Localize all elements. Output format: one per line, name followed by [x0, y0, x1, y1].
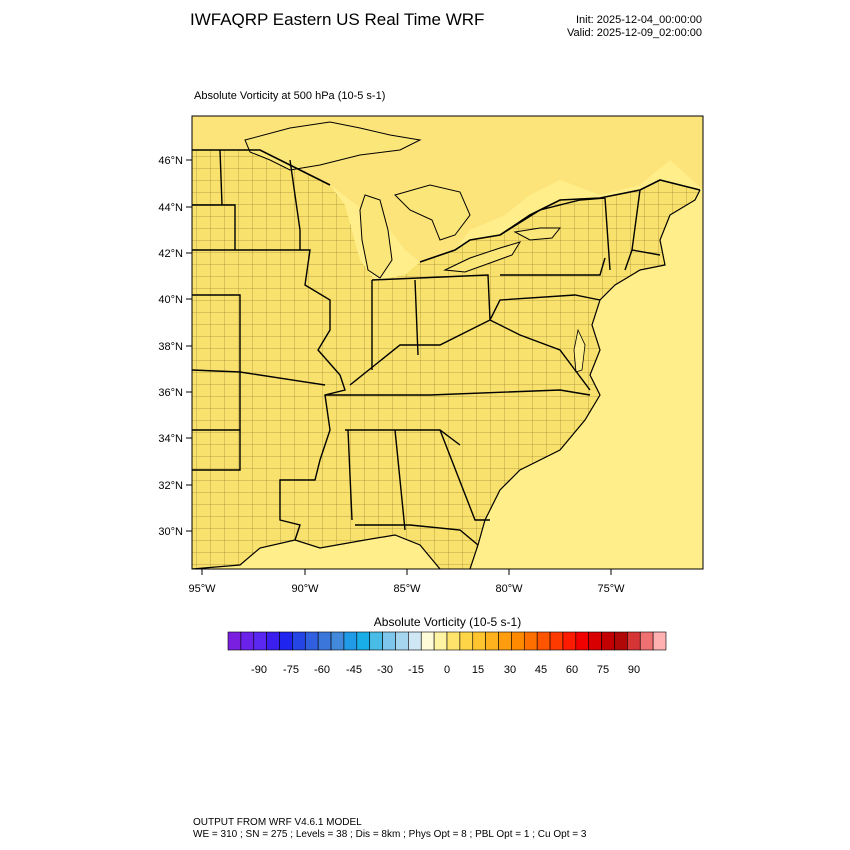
footer-line-1: OUTPUT FROM WRF V4.6.1 MODEL: [193, 817, 362, 828]
colorbar-swatch: [562, 631, 577, 651]
colorbar-label: -60: [314, 664, 330, 676]
colorbar-label: 75: [597, 664, 609, 676]
colorbar-swatch: [395, 631, 409, 651]
colorbar-label: -75: [283, 664, 299, 676]
colorbar-swatch: [304, 631, 319, 651]
colorbar-swatch: [356, 631, 371, 651]
colorbar-swatch: [408, 631, 422, 651]
colorbar-swatch: [498, 631, 512, 651]
colorbar-label: 45: [535, 664, 547, 676]
coastline: [192, 189, 701, 569]
lon-label: 90°W: [291, 583, 319, 595]
lake-michigan: [359, 194, 393, 279]
init-time: Init: 2025-12-04_00:00:00: [576, 14, 702, 26]
colorbar-swatch: [240, 631, 255, 651]
field-label: Absolute Vorticity at 500 hPa (10-5 s-1): [194, 90, 386, 102]
lake-huron: [394, 184, 471, 241]
lat-label: 42°N: [158, 248, 183, 260]
colorbar-swatch: [279, 631, 293, 651]
lat-label: 30°N: [158, 526, 183, 538]
chesapeake-bay: [573, 328, 586, 373]
lat-label: 32°N: [158, 480, 183, 492]
model-footer: OUTPUT FROM WRF V4.6.1 MODEL WE = 310 ; …: [193, 817, 586, 841]
colorbar-swatch: [317, 631, 332, 651]
init-valid-times: Init: 2025-12-04_00:00:00 Valid: 2025-12…: [567, 14, 702, 40]
lon-ticks: [201, 569, 612, 575]
colorbar-swatch: [343, 631, 358, 651]
lat-label: 38°N: [158, 341, 183, 353]
state-borders: [192, 149, 661, 546]
colorbar: [227, 631, 667, 651]
colorbar-label: 0: [444, 664, 450, 676]
colorbar-label: 90: [628, 664, 640, 676]
colorbar-swatch: [639, 631, 654, 651]
colorbar-swatch: [549, 631, 564, 651]
page-title: IWFAQRP Eastern US Real Time WRF: [190, 10, 485, 29]
colorbar-swatch: [614, 631, 628, 651]
colorbar-swatch: [472, 631, 486, 651]
lat-label: 36°N: [158, 387, 183, 399]
colorbar-swatch: [523, 631, 538, 651]
valid-time: Valid: 2025-12-09_02:00:00: [567, 27, 702, 39]
colorbar-label: 30: [504, 664, 516, 676]
colorbar-swatch: [575, 631, 590, 651]
lon-label: 95°W: [188, 583, 216, 595]
colorbar-title: Absolute Vorticity (10-5 s-1): [373, 615, 522, 629]
colorbar-label: -45: [346, 664, 362, 676]
colorbar-swatch: [485, 631, 499, 651]
colorbar-swatch: [369, 631, 383, 651]
lon-label: 80°W: [495, 583, 523, 595]
colorbar-swatch: [330, 631, 345, 651]
colorbar-swatch: [420, 631, 435, 651]
country-border: [192, 149, 701, 263]
lat-label: 44°N: [158, 202, 183, 214]
lat-label: 40°N: [158, 294, 183, 306]
colorbar-label: -30: [377, 664, 393, 676]
colorbar-label: -90: [251, 664, 267, 676]
colorbar-swatch: [266, 631, 280, 651]
colorbar-label: 60: [566, 664, 578, 676]
colorbar-swatch: [459, 631, 474, 651]
lake-ontario: [513, 227, 562, 241]
colorbar-label: 15: [472, 664, 484, 676]
colorbar-swatch: [601, 631, 615, 651]
map-frame: [191, 115, 704, 570]
colorbar-label: -15: [408, 664, 424, 676]
colorbar-swatch: [253, 631, 267, 651]
colorbar-swatch: [588, 631, 602, 651]
colorbar-swatch: [382, 631, 396, 651]
lat-label: 46°N: [158, 155, 183, 167]
colorbar-swatch: [292, 631, 306, 651]
lat-label: 34°N: [158, 433, 183, 445]
lon-labels: 95°W 90°W 85°W 80°W 75°W: [188, 583, 625, 595]
lon-label: 75°W: [597, 583, 625, 595]
colorbar-swatch: [227, 631, 242, 651]
lake-erie: [443, 241, 522, 273]
colorbar-labels: -90 -75 -60 -45 -30 -15 0 15 30 45 60 75…: [251, 664, 640, 676]
footer-line-2: WE = 310 ; SN = 275 ; Levels = 38 ; Dis …: [193, 829, 587, 840]
colorbar-swatch: [536, 631, 551, 651]
lat-ticks: [186, 159, 192, 532]
colorbar-swatch: [652, 631, 667, 651]
map-area: [192, 116, 703, 569]
colorbar-swatch: [446, 631, 461, 651]
lake-superior: [244, 121, 422, 171]
colorbar-swatch: [627, 631, 641, 651]
colorbar-swatch: [433, 631, 448, 651]
lat-labels: 46°N 44°N 42°N 40°N 38°N 36°N 34°N 32°N …: [158, 155, 183, 538]
lon-label: 85°W: [393, 583, 421, 595]
colorbar-swatch: [511, 631, 525, 651]
